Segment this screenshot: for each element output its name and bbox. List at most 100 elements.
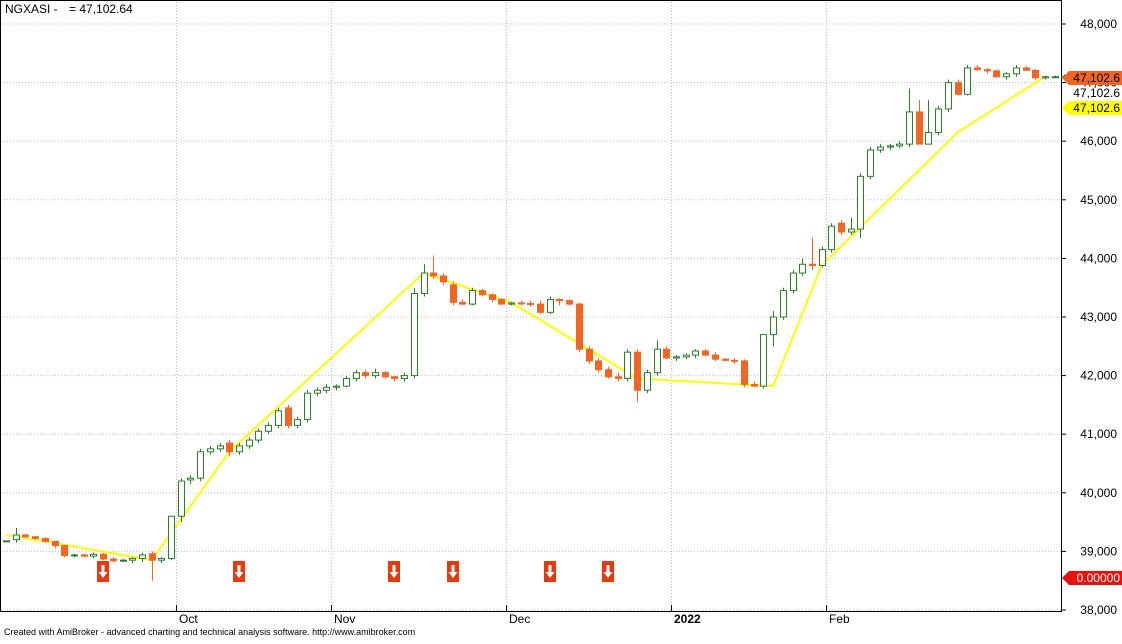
candle-body: [217, 445, 224, 450]
up-candle: [197, 448, 204, 482]
candle-body: [566, 300, 573, 305]
candle-body: [139, 554, 146, 559]
down-candle: [1032, 69, 1039, 80]
down-candle: [576, 302, 583, 353]
down-candle: [527, 300, 534, 307]
up-candle: [217, 442, 224, 452]
sell-arrow-shaft: [237, 565, 241, 572]
candle-body: [197, 451, 204, 479]
candle-body: [323, 386, 330, 391]
down-candle: [100, 553, 107, 561]
up-candle: [644, 369, 651, 394]
down-candle: [586, 346, 593, 364]
down-candle: [974, 65, 981, 71]
candle-body: [877, 146, 884, 151]
down-candle: [702, 349, 709, 357]
candle-body: [906, 111, 913, 145]
down-candle: [663, 346, 670, 360]
price-tag-label: 47,102.6: [1073, 71, 1120, 85]
candle-body: [916, 111, 923, 145]
candle-body: [605, 369, 612, 378]
candle-body: [372, 372, 379, 377]
candle-body: [634, 351, 641, 391]
up-candle: [1003, 72, 1010, 80]
candle-body: [61, 545, 68, 557]
candle-body: [304, 392, 311, 421]
up-candle: [178, 478, 185, 523]
candle-body: [120, 559, 127, 562]
candle-body: [90, 553, 97, 557]
up-candle: [158, 557, 165, 564]
candle-body: [683, 354, 690, 358]
candle-body: [32, 536, 39, 540]
down-candle: [382, 370, 389, 379]
last-value-readout: = 47,102.64: [69, 2, 133, 16]
down-candle: [722, 358, 729, 362]
y-tick-label: 41,000: [1080, 427, 1117, 441]
candle-body: [751, 383, 758, 387]
candle-body: [556, 298, 563, 302]
candle-body: [615, 376, 622, 380]
down-candle: [712, 352, 719, 361]
down-candle: [498, 298, 505, 306]
candle-body: [819, 249, 826, 266]
x-tick-label: Dec: [509, 612, 530, 626]
candle-body: [518, 302, 525, 305]
up-candle: [421, 264, 428, 297]
sell-arrow: [602, 561, 614, 582]
down-candle: [362, 369, 369, 379]
sell-arrow: [97, 561, 109, 582]
down-candle: [450, 281, 457, 306]
down-candle: [605, 366, 612, 379]
candle-body: [896, 143, 903, 147]
candle-body: [828, 225, 835, 251]
candle-body: [353, 372, 360, 380]
credit-footer: Created with AmiBroker - advanced charti…: [4, 627, 416, 637]
candle-body: [712, 354, 719, 360]
candle-body: [790, 272, 797, 292]
up-candle: [353, 369, 360, 382]
candle-body: [547, 298, 554, 313]
candle-body: [343, 378, 350, 387]
candle-body: [100, 553, 107, 560]
down-candle: [741, 359, 748, 388]
candle-body: [925, 131, 932, 145]
sell-arrow-shaft: [392, 565, 396, 572]
up-candle: [187, 475, 194, 485]
candle-body: [430, 272, 437, 277]
candle-body: [576, 303, 583, 350]
candle-body: [780, 290, 787, 318]
candle-body: [692, 350, 699, 356]
down-candle: [149, 551, 156, 581]
down-candle: [479, 288, 486, 297]
down-candle: [595, 358, 602, 373]
up-candle: [925, 100, 932, 145]
y-tick-label: 42,000: [1080, 369, 1117, 383]
candle-body: [644, 372, 651, 391]
up-candle: [1052, 75, 1059, 79]
y-tick-label: 43,000: [1080, 310, 1117, 324]
candle-body: [838, 222, 845, 233]
candle-body: [1042, 76, 1049, 79]
up-candle: [120, 559, 127, 562]
candle-body: [401, 375, 408, 380]
candle-body: [13, 534, 20, 541]
up-candle: [877, 144, 884, 153]
candle-body: [537, 303, 544, 313]
down-candle: [993, 69, 1000, 78]
candle-body: [81, 554, 88, 557]
y-tick-label: 44,000: [1080, 251, 1117, 265]
sell-arrow-shaft: [451, 565, 455, 572]
candle-body: [285, 407, 292, 426]
candle-body: [265, 424, 272, 432]
candle-body: [848, 228, 855, 233]
sell-arrow-shaft: [606, 565, 610, 572]
down-candle: [52, 540, 59, 549]
down-candle: [518, 300, 525, 306]
zigzag-line: [5, 75, 1046, 562]
up-candle: [71, 553, 78, 558]
candle-body: [362, 372, 369, 377]
candle-body: [236, 445, 243, 453]
up-candle: [314, 387, 321, 397]
up-candle: [624, 349, 631, 382]
